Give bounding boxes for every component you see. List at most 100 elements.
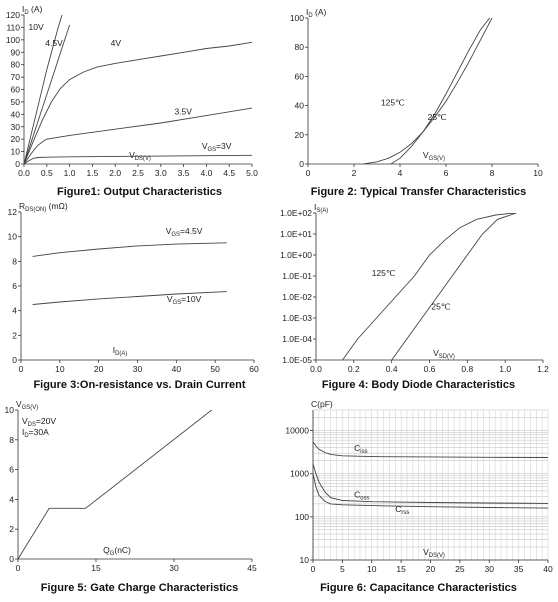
x-tick-label: 20 [426,564,436,574]
series-label: 25℃ [428,112,447,122]
series-line [313,473,548,509]
series-line [24,154,252,164]
y-tick-label: 40 [11,109,21,119]
y-axis-label: VGS(V) [16,399,38,411]
y-tick-label: 100 [6,35,20,45]
x-tick-label: 6 [444,168,449,178]
chart-caption: Figure 4: Body Diode Characteristics [321,379,516,391]
x-tick-label: 1.0 [499,364,511,374]
series-line [391,213,517,360]
x-tick-label: 1.0 [64,168,76,178]
x-tick-label: 4 [398,168,403,178]
x-tick-label: 2.0 [109,168,121,178]
y-tick-label: 0 [15,159,20,169]
y-tick-label: 10 [300,555,310,565]
x-tick-label: 2 [352,168,357,178]
transfer-characteristics-panel: 0 2 4 6 8 10 0 20 40 60 80 100 ID (A) VGS(V) 125℃ 25℃ F… [279,0,558,200]
output-characteristics-chart: 0.0 0.5 1.0 1.5 2.0 2.5 3.0 3.5 4.0 4.5 5.0 0 10 20 30… [6,4,258,178]
y-tick-label: 10000 [285,426,309,436]
series-label: Coss [354,490,369,502]
y-tick-label: 6 [9,465,14,475]
x-tick-label: 1.2 [537,364,549,374]
series-line [24,41,252,164]
on-resistance-panel: 0 10 20 30 40 50 60 0 2 4 6 8 10 12 RDS(ON) (mΩ) ID(A) V… [0,200,279,400]
y-tick-label: 0 [12,355,17,365]
annotation-text: ID=30A [22,427,49,439]
x-tick-label: 35 [514,564,524,574]
y-axis-label: RDS(ON) (mΩ) [19,201,68,213]
x-axis-label: VDS(V) [423,547,445,559]
series-label: 10V [29,22,44,32]
series-label: 3.5V [174,106,192,116]
y-tick-label: 2 [12,330,17,340]
gate-charge-panel: 0 15 30 45 0 2 4 6 8 10 VGS(V) QG(nC) VDS=20V ID=30A … [0,399,279,600]
x-tick-label: 15 [396,564,406,574]
x-tick-label: 25 [455,564,465,574]
y-axis-label: C(pF) [311,399,333,409]
chart-caption: Figure 2: Typical Transfer Characteristi… [310,186,527,198]
y-axis-label: ID (A) [22,4,43,16]
chart-caption: Figure 6: Capacitance Characteristics [320,582,517,594]
y-tick-label: 80 [11,60,21,70]
x-tick-label: 0 [306,168,311,178]
y-tick-label: 20 [11,134,21,144]
x-tick-label: 0.2 [348,364,360,374]
capacitance-chart: 0 5 10 15 20 25 30 35 40 10 100 1000 10000 C(pF) VDS(V… [285,399,553,574]
x-tick-label: 5.0 [246,168,258,178]
y-tick-label: 4 [9,494,14,504]
annotation-text: VDS=20V [22,416,56,428]
y-tick-label: 8 [9,435,14,445]
x-tick-label: 8 [490,168,495,178]
x-tick-label: 0 [16,563,21,573]
series-line [18,410,213,559]
y-axis-label: IS(A) [314,202,328,214]
y-tick-label: 1.0E-03 [282,313,312,323]
x-axis-label: VSD(V) [433,348,455,360]
x-tick-label: 45 [247,563,257,573]
output-characteristics-panel: 0.0 0.5 1.0 1.5 2.0 2.5 3.0 3.5 4.0 4.5 5.0 0 10 20 30… [0,0,279,200]
series-label: 4.5V [45,38,63,48]
y-tick-label: 1.0E-05 [282,355,312,365]
series-line [24,107,252,164]
series-label: VGS=10V [167,294,202,306]
y-tick-label: 100 [290,13,304,23]
chart-caption: Figure 5: Gate Charge Characteristics [40,582,239,594]
x-tick-label: 1.5 [86,168,98,178]
chart-caption: Figure 3:On-resistance vs. Drain Current [33,379,246,391]
y-tick-label: 12 [8,207,18,217]
series-line [363,18,493,164]
y-tick-label: 2 [9,524,14,534]
series-line [342,213,515,360]
series-label: 25℃ [431,302,450,312]
x-tick-label: 10 [533,168,543,178]
y-tick-label: 80 [295,42,305,52]
y-tick-label: 0 [9,554,14,564]
series-label: Crss [395,504,409,516]
y-tick-label: 10 [5,405,15,415]
series-label: Ciss [354,443,367,455]
x-tick-label: 4.5 [223,168,235,178]
series-line [313,441,548,458]
capacitance-panel: 0 5 10 15 20 25 30 35 40 10 100 1000 10000 C(pF) VDS(V… [279,399,558,600]
y-tick-label: 60 [295,71,305,81]
y-tick-label: 1.0E+01 [280,229,312,239]
series-line [390,18,491,164]
y-tick-label: 6 [12,281,17,291]
y-tick-label: 8 [12,256,17,266]
x-tick-label: 20 [94,364,104,374]
x-tick-label: 10 [55,364,65,374]
x-axis-label: VDS(V) [129,150,151,162]
y-tick-label: 70 [11,72,21,82]
series-label: 4V [111,38,122,48]
series-line [24,24,71,164]
x-tick-label: 10 [367,564,377,574]
y-tick-label: 30 [11,122,21,132]
series-label: 125℃ [381,98,405,108]
x-tick-label: 30 [485,564,495,574]
series-line [313,463,548,504]
x-tick-label: 40 [172,364,182,374]
y-tick-label: 20 [295,130,305,140]
y-tick-label: 1.0E-02 [282,292,312,302]
